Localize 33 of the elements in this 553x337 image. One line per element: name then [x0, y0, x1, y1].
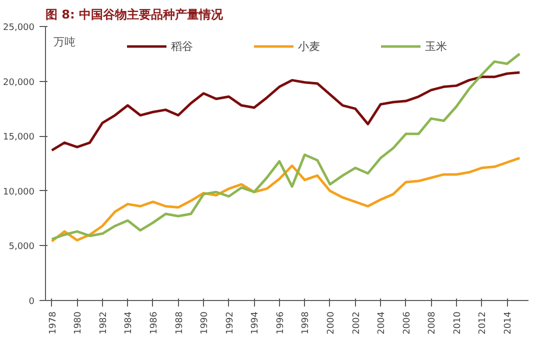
y-tick-label: 20,000: [3, 78, 35, 88]
chart-title: 图 8: 中国谷物主要品种产量情况: [46, 8, 224, 22]
y-axis-title: 万吨: [54, 36, 76, 48]
y-tick-label: 5,000: [8, 242, 35, 252]
legend-label: 小麦: [298, 38, 320, 54]
x-tick-label: 2000: [326, 311, 336, 334]
y-tick-label: 10,000: [3, 187, 35, 198]
x-tick-label: 1984: [124, 311, 134, 334]
x-tick-label: 2008: [428, 311, 438, 334]
x-tick-label: 1996: [276, 311, 286, 334]
y-tick-label: 15,000: [3, 132, 35, 143]
x-tick-label: 1982: [98, 312, 109, 334]
line-series: [50, 71, 521, 152]
legend-label: 稻谷: [171, 38, 193, 54]
x-tick-label: 1990: [200, 311, 210, 334]
y-tick-label: 25,000: [3, 23, 35, 33]
x-tick-label: 1998: [301, 311, 312, 334]
line-series: [50, 156, 521, 243]
x-tick-label: 1978: [48, 311, 58, 334]
x-tick-label: 1988: [174, 311, 185, 334]
x-tick-label: 1980: [74, 311, 84, 334]
line-series: [50, 52, 521, 240]
x-tick-label: 2002: [352, 312, 362, 334]
x-tick-label: 2014: [504, 311, 514, 334]
x-tick-label: 1986: [149, 311, 160, 334]
legend-label: 玉米: [425, 38, 447, 54]
x-tick-label: 2004: [377, 311, 388, 334]
x-tick-label: 1994: [250, 311, 261, 334]
y-tick-label: 0: [28, 297, 35, 307]
x-tick-label: 2012: [478, 312, 488, 334]
x-tick-label: 1992: [225, 312, 236, 334]
x-tick-label: 2006: [402, 311, 412, 334]
x-tick-label: 2010: [452, 311, 463, 334]
